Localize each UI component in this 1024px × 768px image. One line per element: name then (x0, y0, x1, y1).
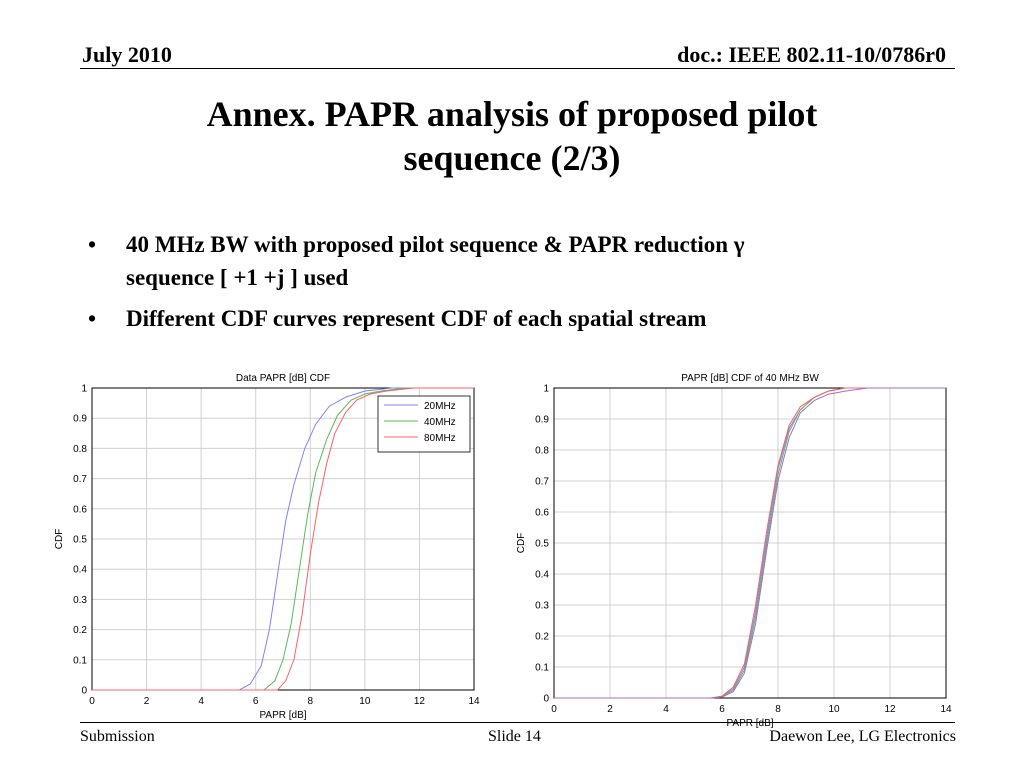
y-tick-label: 0.7 (535, 477, 549, 488)
legend-label: 20MHz (424, 401, 456, 412)
y-tick-label: 1 (543, 384, 549, 395)
chart-title: Data PAPR [dB] CDF (236, 373, 330, 384)
y-axis-label: CDF (516, 533, 527, 554)
y-tick-label: 1 (81, 384, 87, 395)
bullet-marker: • (88, 306, 97, 331)
y-tick-label: 0.4 (535, 570, 549, 581)
plot-frame (553, 387, 947, 699)
x-axis-label: PAPR [dB] (726, 718, 773, 729)
y-tick-label: 0.2 (73, 625, 87, 636)
header-doc-id: doc.: IEEE 802.11-10/0786r0 (677, 42, 946, 67)
series-line (554, 387, 946, 699)
y-tick-label: 0.9 (535, 415, 549, 426)
y-tick-label: 0.6 (73, 504, 87, 515)
x-tick-label: 8 (775, 704, 781, 715)
footer-submission: Submission (80, 728, 155, 745)
y-tick-label: 0.8 (73, 444, 87, 455)
header-rule (80, 68, 955, 69)
slide-title-line-1: Annex. PAPR analysis of proposed pilot (206, 94, 818, 134)
series-line (92, 387, 474, 691)
chart-title: PAPR [dB] CDF of 40 MHz BW (681, 373, 819, 384)
series-line (92, 387, 474, 691)
y-tick-label: 0.7 (73, 474, 87, 485)
y-tick-label: 0 (543, 694, 549, 705)
y-tick-label: 0.2 (535, 632, 549, 643)
x-tick-label: 14 (940, 704, 952, 715)
y-tick-label: 0.1 (535, 663, 549, 674)
chart-data-papr-cdf: 0 2 4 6 8 10 12 14 0 0.1 0.2 0.3 0.4 0.5 0.6 0.7 0.8 0.9 1… (54, 373, 480, 721)
plot-frame (91, 387, 475, 691)
y-tick-label: 0.5 (535, 539, 549, 550)
x-tick-label: 6 (253, 696, 259, 707)
chart-papr-cdf-40mhz: 0 2 4 6 8 10 12 14 0 0.1 0.2 0.3 0.4 0.5 0.6 0.7 0.8 0.9 1… (516, 373, 952, 729)
bullet-text-line: Different CDF curves represent CDF of ea… (126, 306, 707, 331)
bullet-list: • 40 MHz BW with proposed pilot sequence… (88, 228, 928, 343)
bullet-item: • 40 MHz BW with proposed pilot sequence… (88, 228, 928, 294)
x-tick-label: 10 (359, 696, 371, 707)
y-tick-label: 0.3 (73, 595, 87, 606)
series-line (554, 387, 946, 699)
footer-slide-number: Slide 14 (488, 728, 541, 745)
y-tick-label: 0.1 (73, 655, 87, 666)
x-tick-label: 4 (198, 696, 204, 707)
header-date: July 2010 (82, 42, 172, 67)
y-axis-label: CDF (54, 529, 65, 550)
y-tick-label: 0.5 (73, 535, 87, 546)
footer-rule (80, 722, 955, 723)
x-tick-label: 0 (89, 696, 95, 707)
slide-title: Annex. PAPR analysis of proposed pilot s… (60, 92, 964, 180)
x-tick-label: 2 (144, 696, 150, 707)
bullet-text-line: 40 MHz BW with proposed pilot sequence &… (126, 232, 745, 257)
series-line (92, 387, 474, 691)
y-tick-label: 0.4 (73, 565, 87, 576)
x-tick-label: 12 (884, 704, 896, 715)
bullet-text-line: sequence [ +1 +j ] used (126, 265, 349, 290)
bullet-marker: • (88, 232, 97, 257)
x-axis-label: PAPR [dB] (259, 710, 306, 721)
x-tick-label: 0 (551, 704, 557, 715)
x-tick-label: 12 (414, 696, 426, 707)
y-tick-label: 0.8 (535, 446, 549, 457)
legend-label: 80MHz (424, 433, 456, 444)
x-tick-label: 14 (468, 696, 480, 707)
y-tick-label: 0.9 (73, 414, 87, 425)
slide-title-line-2: sequence (2/3) (403, 138, 621, 178)
bullet-item: • Different CDF curves represent CDF of … (88, 302, 928, 335)
y-tick-label: 0.6 (535, 508, 549, 519)
y-tick-label: 0.3 (535, 601, 549, 612)
x-tick-label: 4 (663, 704, 669, 715)
x-tick-label: 2 (607, 704, 613, 715)
footer-author: Daewon Lee, LG Electronics (769, 728, 956, 745)
x-tick-label: 8 (308, 696, 314, 707)
legend-label: 40MHz (424, 417, 456, 428)
y-tick-label: 0 (81, 686, 87, 697)
x-tick-label: 10 (828, 704, 840, 715)
x-tick-label: 6 (719, 704, 725, 715)
